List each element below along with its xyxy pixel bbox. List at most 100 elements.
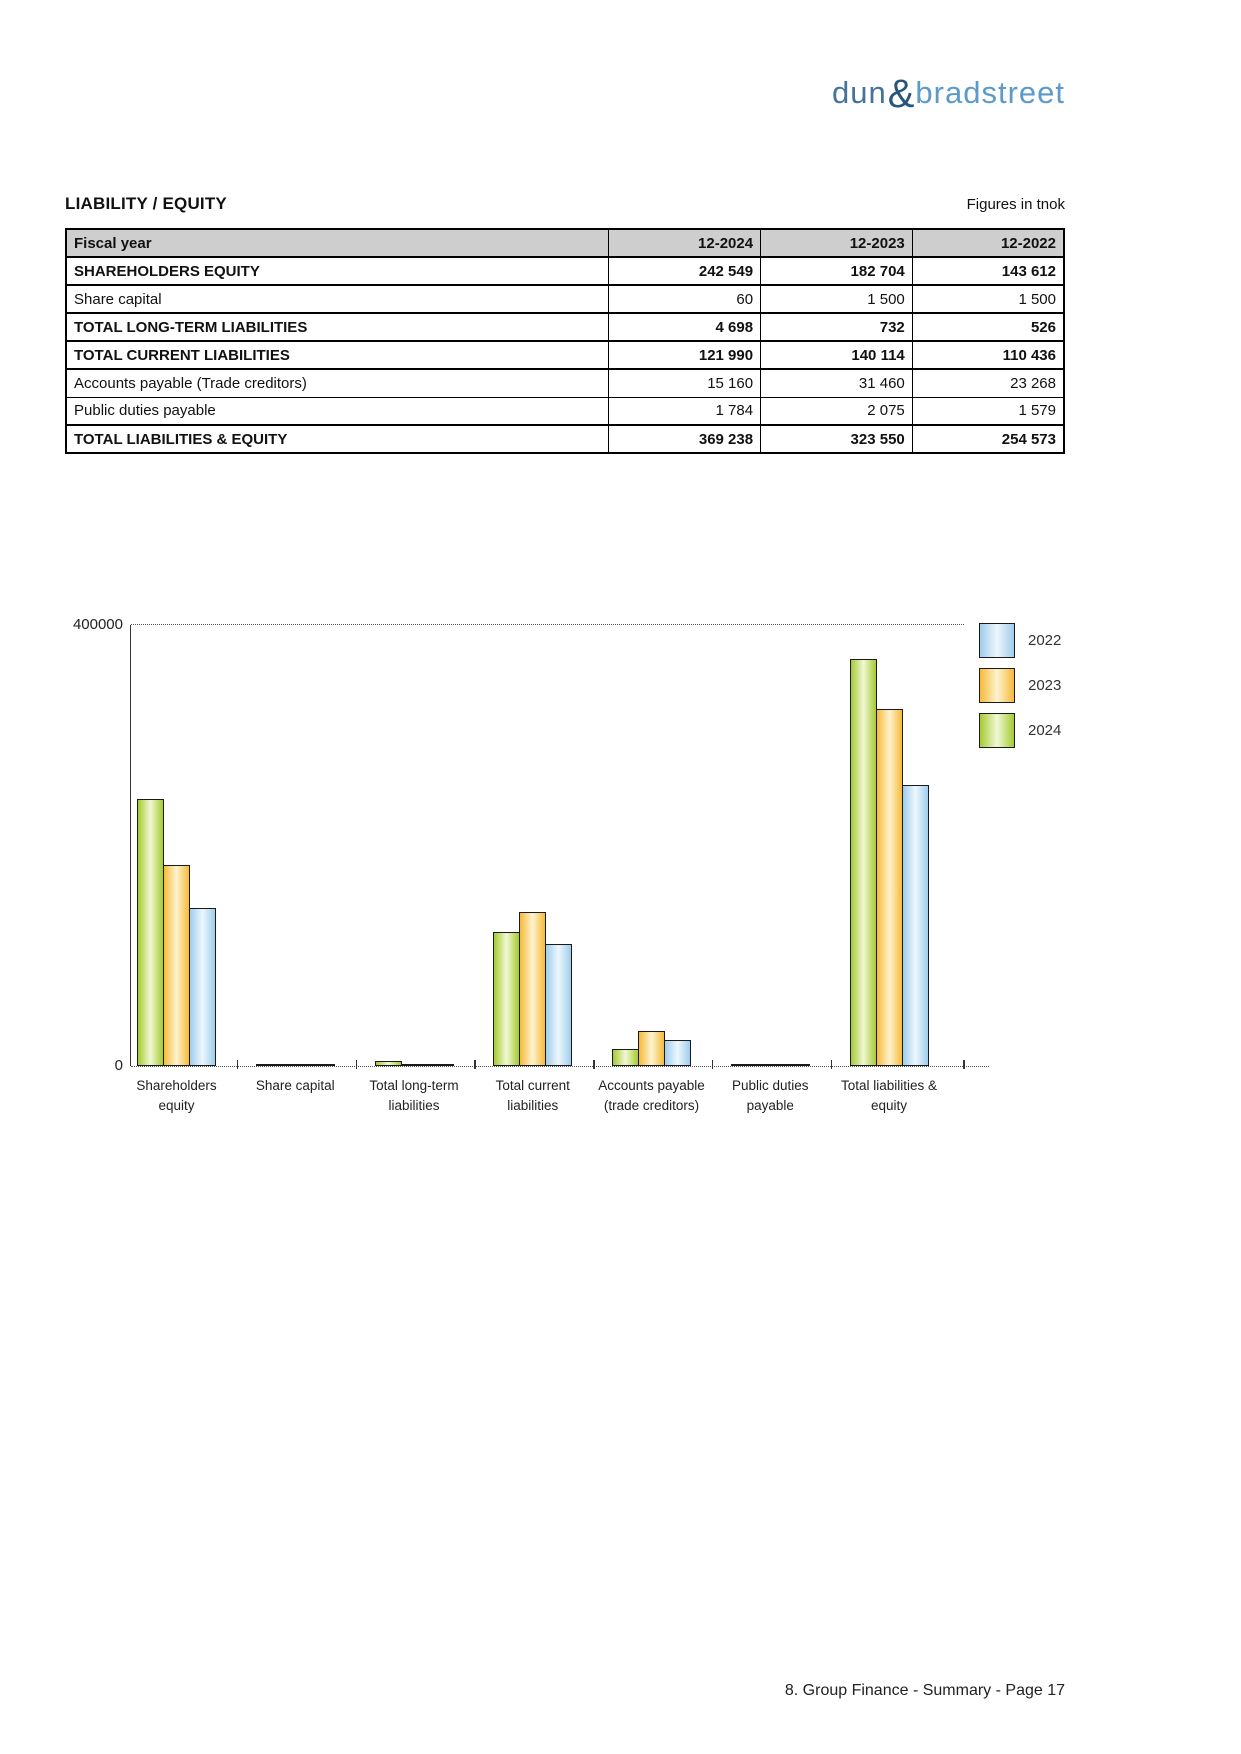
bar-2022-category-5 [782, 1064, 810, 1066]
row-label-cell: Share capital [65, 284, 610, 314]
bar-2023-category-5 [756, 1064, 784, 1066]
row-label-cell: Accounts payable (Trade creditors) [65, 368, 610, 398]
x-axis-tick [830, 1060, 833, 1069]
section-title: LIABILITY / EQUITY [65, 194, 227, 213]
value-cell: 526 [911, 312, 1065, 342]
row-label-cell: TOTAL LONG-TERM LIABILITIES [65, 312, 610, 342]
bar-2023-category-3 [519, 912, 547, 1066]
value-cell: 140 114 [760, 340, 913, 370]
table-row: Accounts payable (Trade creditors) 15 160… [65, 368, 1065, 398]
bar-2022-category-0 [189, 908, 216, 1066]
bar-2022-category-6 [901, 785, 929, 1066]
bar-2023-category-0 [163, 865, 190, 1066]
bar-2022-category-2 [426, 1064, 454, 1066]
x-axis-label-line: Total current [495, 1078, 570, 1093]
liability-equity-table: Fiscal year 12-2024 12-2023 12-2022 SHAREHO… [65, 228, 1065, 454]
logo-word-bradstreet: bradstreet [915, 75, 1065, 110]
x-axis-label-line: Accounts payable [598, 1078, 705, 1093]
x-axis-label: Accounts payable (trade creditors) [572, 1076, 732, 1115]
x-axis-label-line: equity [158, 1097, 195, 1113]
logo-word-dun: dun [832, 75, 887, 110]
x-axis-label: Total long-term liabilities [334, 1076, 494, 1115]
x-axis-label: Total current liabilities [453, 1076, 613, 1115]
bar-2023-category-1 [281, 1064, 309, 1066]
page-footer: 8. Group Finance - Summary - Page 17 [784, 1682, 1065, 1699]
value-cell: 1 579 [911, 396, 1065, 426]
x-axis-label: Share capital [215, 1076, 375, 1096]
x-axis-labels: Shareholders equity Share capital Total lon… [130, 1076, 963, 1126]
table-body: SHAREHOLDERS EQUITY 242 549 182 704 143 612… [65, 256, 1065, 454]
x-axis-tick [593, 1060, 595, 1069]
bar-2024-category-2 [374, 1061, 402, 1066]
x-axis-label-line: Shareholders [136, 1078, 217, 1093]
x-axis-label-line: (trade creditors) [603, 1097, 700, 1113]
bar-2023-category-2 [400, 1064, 428, 1066]
x-axis-label: Total liabilities & equity [809, 1076, 969, 1115]
x-axis-label-line: liabilities [507, 1097, 559, 1113]
value-cell: 31 460 [760, 368, 913, 398]
value-cell: 182 704 [760, 256, 913, 286]
table-row: TOTAL LONG-TERM LIABILITIES 4 698 732 526 [65, 312, 1065, 342]
table-header-cell: 12-2023 [760, 228, 913, 258]
bar-2022-category-1 [307, 1064, 335, 1066]
row-label-cell: Public duties payable [65, 396, 610, 426]
value-cell: 1 500 [911, 284, 1065, 314]
table-header-cell: 12-2024 [608, 228, 762, 258]
legend-swatch-2023 [979, 668, 1015, 703]
table-head: Fiscal year 12-2024 12-2023 12-2022 [65, 228, 1065, 258]
table-row: TOTAL LIABILITIES & EQUITY 369 238 323 550… [65, 424, 1065, 454]
value-cell: 323 550 [760, 424, 913, 454]
bar-2023-category-6 [875, 709, 903, 1066]
value-cell: 2 075 [760, 396, 913, 426]
x-axis-label-line: Total liabilities & [840, 1078, 938, 1093]
dnb-logo: dun&bradstreet [832, 68, 1065, 116]
section-header: LIABILITY / EQUITY Figures in tnok [65, 194, 1065, 214]
row-label-cell: TOTAL CURRENT LIABILITIES [65, 340, 610, 370]
value-cell: 143 612 [911, 256, 1065, 286]
x-axis-label-line: Public duties [731, 1078, 809, 1093]
legend-label: 2022 [1028, 632, 1062, 649]
x-axis-label: Shareholders equity [97, 1076, 257, 1115]
table-header-cell: Fiscal year [65, 228, 610, 258]
table-row: Share capital 60 1 500 1 500 [65, 284, 1065, 314]
value-cell: 121 990 [608, 340, 762, 370]
figures-unit-note: Figures in tnok [966, 196, 1065, 213]
gridline-400000 [131, 624, 964, 625]
y-axis-label-zero: 0 [114, 1057, 123, 1074]
bar-2024-category-0 [137, 799, 164, 1066]
logo-ampersand-icon: & [887, 72, 915, 116]
x-axis-tick [236, 1060, 239, 1069]
row-label-cell: TOTAL LIABILITIES & EQUITY [65, 424, 610, 454]
table-row: Public duties payable 1 784 2 075 1 579 [65, 396, 1065, 426]
bar-2024-category-1 [255, 1064, 283, 1066]
legend-swatch-2024 [979, 713, 1015, 748]
x-axis-tick [355, 1060, 358, 1069]
x-axis-tick [711, 1060, 714, 1069]
x-axis-label-line: equity [870, 1097, 908, 1113]
value-cell: 23 268 [911, 368, 1065, 398]
value-cell: 1 784 [608, 396, 762, 426]
chart-plot-area [130, 624, 989, 1069]
table-row: TOTAL CURRENT LIABILITIES 121 990 140 114 1… [65, 340, 1065, 370]
bar-2023-category-4 [638, 1031, 665, 1066]
x-axis-line [131, 1066, 989, 1067]
x-axis-tick [963, 1060, 965, 1069]
value-cell: 4 698 [608, 312, 762, 342]
bar-2024-category-3 [493, 932, 521, 1066]
bar-2024-category-6 [849, 659, 877, 1066]
value-cell: 110 436 [911, 340, 1065, 370]
bar-2024-category-4 [612, 1049, 639, 1066]
bar-2022-category-3 [545, 944, 573, 1066]
value-cell: 60 [608, 284, 762, 314]
x-axis-tick [474, 1060, 476, 1069]
value-cell: 15 160 [608, 368, 762, 398]
bar-2022-category-4 [664, 1040, 691, 1066]
x-axis-label-line: payable [746, 1097, 794, 1113]
row-label-cell: SHAREHOLDERS EQUITY [65, 256, 610, 286]
y-axis-label-max: 400000 [72, 616, 123, 633]
legend-label: 2023 [1028, 677, 1062, 694]
value-cell: 732 [760, 312, 913, 342]
bar-2024-category-5 [730, 1064, 758, 1066]
x-axis-label-line: liabilities [388, 1097, 440, 1113]
